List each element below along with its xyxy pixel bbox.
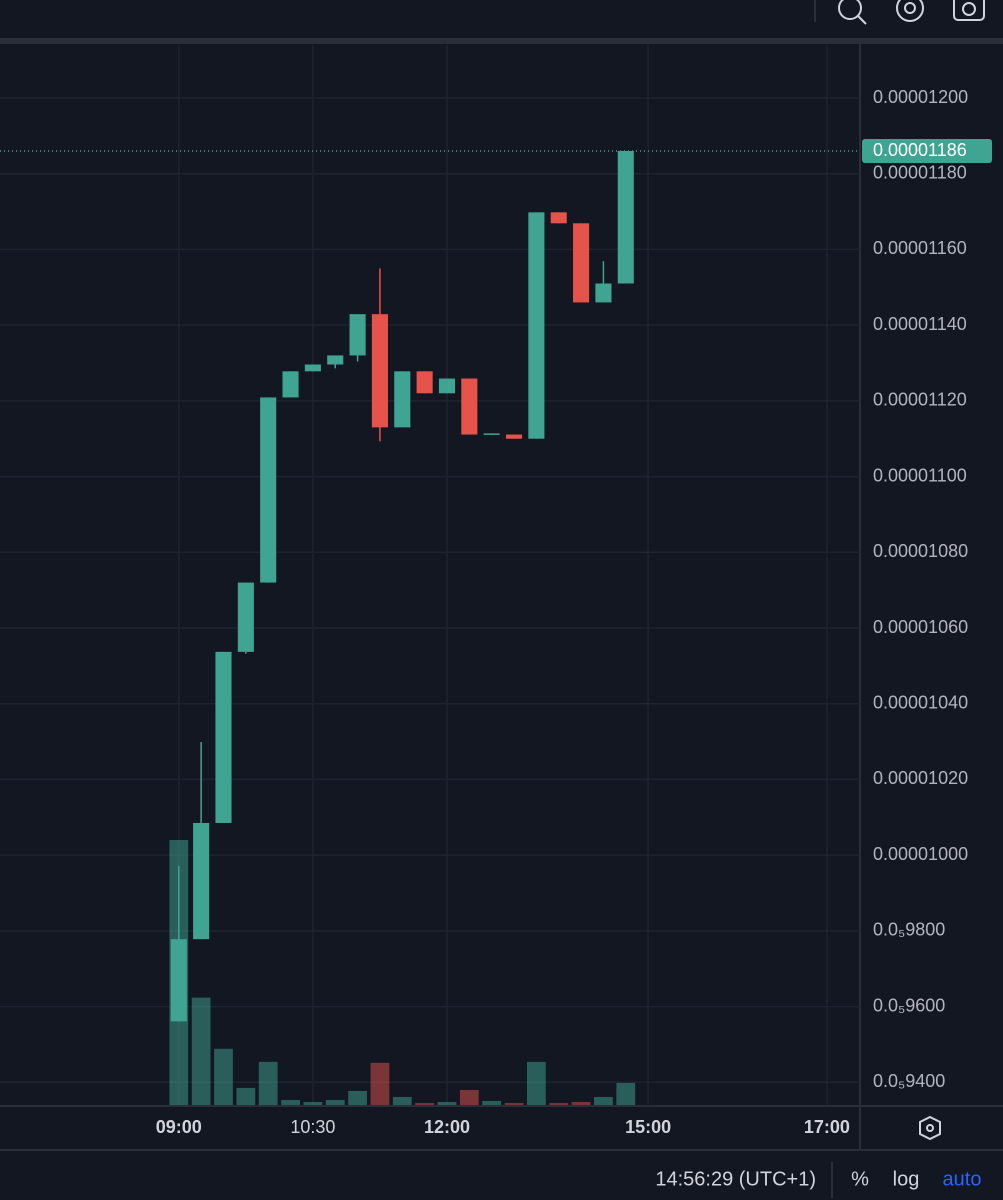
candle-body [304,364,321,372]
settings-icon[interactable] [896,0,924,22]
y-tick-label: 0.00001180 [873,162,967,182]
volume-bar [236,1087,256,1105]
candle-body [193,822,210,940]
candle-body [394,371,411,428]
volume-bar [214,1048,233,1105]
y-tick-label: 0.00001000 [873,844,968,864]
x-tick-label: 17:00 [804,1117,850,1137]
candle-body [170,939,187,1022]
screenshot-icon[interactable] [953,0,985,21]
volume-bar [281,1099,300,1105]
volume-bar [191,997,211,1105]
x-tick-label: 09:00 [156,1117,202,1137]
candle-body [505,434,523,439]
candle-body [595,283,612,303]
candle-body [461,378,478,435]
candle-body [416,371,433,394]
volume-bar [303,1101,323,1105]
volume-bar [549,1102,569,1105]
candle-body [438,378,456,394]
candle-body [528,212,545,439]
volume-bar [325,1099,345,1105]
last-price-box [862,139,992,163]
clock[interactable]: 14:56:29 (UTC+1) [655,1168,816,1190]
volume-bar [504,1102,524,1105]
volume-bar [459,1089,479,1105]
last-price-label: 0.00001186 [873,140,967,160]
y-tick-label: 0.0₅9400 [873,1071,945,1091]
volume-bar [571,1101,591,1105]
y-tick-label: 0.00001120 [873,390,967,410]
volume-bar [594,1096,613,1105]
y-tick-label: 0.00001060 [873,617,968,637]
volume-bar [415,1102,435,1105]
x-tick-label: 15:00 [625,1117,671,1137]
volume-bar [526,1061,546,1105]
volume-bar [437,1101,457,1105]
y-tick-label: 0.00001160 [873,238,967,258]
y-tick-label: 0.00001040 [873,692,968,712]
candle-body [237,582,254,652]
volume-bar [616,1082,636,1105]
candle-body [573,223,590,303]
volume-bar [370,1062,390,1105]
axis-settings-icon[interactable] [919,1115,941,1141]
candle-body [215,651,232,823]
x-tick-label: 12:00 [424,1117,470,1137]
candle-body [617,151,634,284]
volume-bar [348,1090,367,1105]
y-tick-label: 0.0₅9800 [873,920,945,940]
y-tick-label: 0.0₅9600 [873,995,945,1015]
volume-bar [482,1100,502,1105]
candle-body [349,314,366,356]
candle-body [550,212,567,224]
auto-toggle[interactable]: auto [943,1168,982,1190]
y-tick-label: 0.00001080 [873,541,968,561]
x-tick-label: 10:30 [290,1117,335,1137]
candle-body [282,371,299,398]
toolbar-divider [0,38,1003,44]
y-tick-label: 0.00001020 [873,768,968,788]
y-tick-label: 0.00001100 [873,465,967,485]
percent-toggle[interactable]: % [851,1168,869,1190]
indicator-icon[interactable] [838,0,867,25]
volume-bar [392,1096,412,1105]
y-tick-label: 0.00001200 [873,87,968,107]
y-tick-label: 0.00001140 [873,314,967,334]
candle-body [483,433,500,435]
candle-body [260,397,277,583]
candle-body [371,314,388,428]
candle-body [327,355,344,365]
log-toggle[interactable]: log [893,1168,920,1190]
volume-bar [258,1061,278,1105]
